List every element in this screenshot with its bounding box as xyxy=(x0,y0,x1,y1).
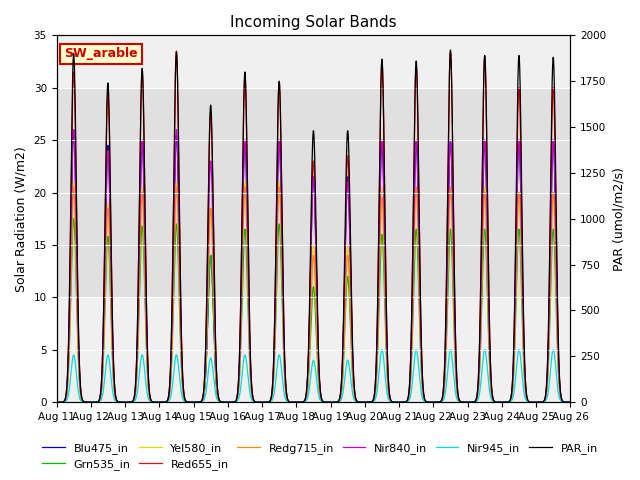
PAR_in xyxy=(294,399,301,405)
Yel580_in xyxy=(145,389,153,395)
Blu475_in xyxy=(400,399,408,405)
PAR_in xyxy=(566,399,573,405)
PAR_in xyxy=(400,399,408,405)
Red655_in xyxy=(145,382,153,388)
Yel580_in xyxy=(566,399,573,405)
Nir840_in xyxy=(70,127,77,132)
Yel580_in xyxy=(458,399,465,405)
PAR_in xyxy=(52,399,60,405)
Line: Redg715_in: Redg715_in xyxy=(56,187,570,402)
Redg715_in xyxy=(458,399,465,405)
Line: Nir945_in: Nir945_in xyxy=(56,350,570,402)
Y-axis label: PAR (umol/m2/s): PAR (umol/m2/s) xyxy=(612,167,625,271)
Nir840_in xyxy=(52,399,60,405)
Red655_in xyxy=(52,399,60,405)
Yel580_in xyxy=(52,399,60,405)
Line: Grn535_in: Grn535_in xyxy=(56,219,570,402)
Nir945_in xyxy=(52,399,60,405)
Nir945_in xyxy=(400,399,408,405)
Grn535_in xyxy=(429,399,436,405)
Line: PAR_in: PAR_in xyxy=(56,50,570,402)
Blu475_in xyxy=(70,127,77,132)
Blu475_in xyxy=(294,399,302,405)
Red655_in xyxy=(294,399,302,405)
Text: SW_arable: SW_arable xyxy=(64,48,138,60)
Redg715_in xyxy=(566,399,573,405)
Grn535_in xyxy=(52,399,60,405)
Grn535_in xyxy=(145,391,153,397)
Yel580_in xyxy=(294,399,302,405)
Red655_in xyxy=(173,48,180,54)
Nir945_in xyxy=(458,399,465,405)
Title: Incoming Solar Bands: Incoming Solar Bands xyxy=(230,15,397,30)
Nir945_in xyxy=(428,399,436,405)
Red655_in xyxy=(429,399,436,405)
Nir945_in xyxy=(145,397,153,403)
Yel580_in xyxy=(429,399,436,405)
Redg715_in xyxy=(429,399,436,405)
Nir945_in xyxy=(294,399,301,405)
Grn535_in xyxy=(70,216,77,222)
PAR_in xyxy=(447,47,454,53)
Nir840_in xyxy=(429,399,436,405)
Nir840_in xyxy=(400,399,408,405)
Nir840_in xyxy=(458,399,465,405)
Y-axis label: Solar Radiation (W/m2): Solar Radiation (W/m2) xyxy=(15,146,28,291)
Yel580_in xyxy=(70,179,77,185)
Red655_in xyxy=(566,399,573,405)
PAR_in xyxy=(145,382,153,388)
Nir840_in xyxy=(145,387,153,393)
Yel580_in xyxy=(566,399,574,405)
Grn535_in xyxy=(566,399,573,405)
Blu475_in xyxy=(52,399,60,405)
PAR_in xyxy=(458,399,465,405)
Line: Nir840_in: Nir840_in xyxy=(56,130,570,402)
Redg715_in xyxy=(70,184,77,190)
Line: Red655_in: Red655_in xyxy=(56,51,570,402)
PAR_in xyxy=(428,399,436,405)
Legend: Blu475_in, Grn535_in, Yel580_in, Red655_in, Redg715_in, Nir840_in, Nir945_in, PA: Blu475_in, Grn535_in, Yel580_in, Red655_… xyxy=(38,438,602,474)
Bar xyxy=(56,88,570,297)
Redg715_in xyxy=(145,390,153,396)
Red655_in xyxy=(458,399,465,405)
Redg715_in xyxy=(566,399,574,405)
Nir945_in xyxy=(566,399,574,405)
Nir945_in xyxy=(549,347,557,353)
Blu475_in xyxy=(566,399,574,405)
Red655_in xyxy=(400,399,408,405)
Nir840_in xyxy=(566,399,573,405)
Blu475_in xyxy=(145,387,153,393)
Grn535_in xyxy=(566,399,574,405)
PAR_in xyxy=(566,399,574,405)
Grn535_in xyxy=(294,399,302,405)
Redg715_in xyxy=(294,399,302,405)
Line: Blu475_in: Blu475_in xyxy=(56,130,570,402)
Blu475_in xyxy=(566,399,573,405)
Grn535_in xyxy=(458,399,465,405)
Yel580_in xyxy=(400,399,408,405)
Blu475_in xyxy=(429,399,436,405)
Blu475_in xyxy=(458,399,465,405)
Redg715_in xyxy=(400,399,408,405)
Grn535_in xyxy=(400,399,408,405)
Line: Yel580_in: Yel580_in xyxy=(56,182,570,402)
Nir840_in xyxy=(566,399,574,405)
Red655_in xyxy=(566,399,574,405)
Nir840_in xyxy=(294,399,302,405)
Nir945_in xyxy=(566,399,573,405)
Redg715_in xyxy=(52,399,60,405)
